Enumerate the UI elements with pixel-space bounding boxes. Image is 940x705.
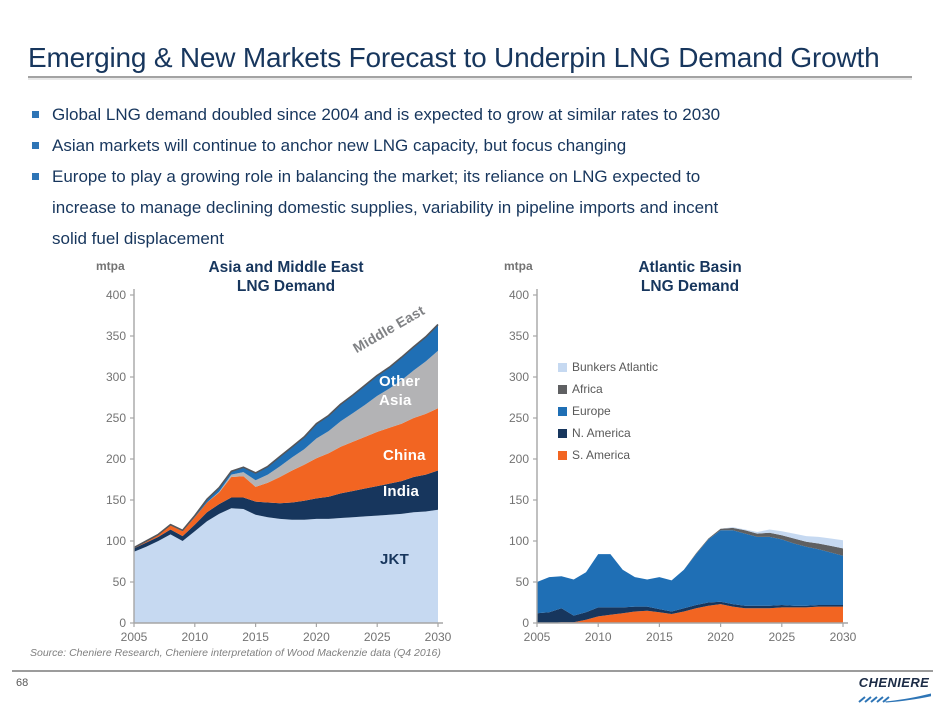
svg-text:150: 150 (106, 493, 126, 507)
svg-text:2010: 2010 (181, 630, 208, 644)
legend-swatch-icon (558, 406, 567, 416)
svg-text:2030: 2030 (830, 630, 857, 644)
right-chart-unit-label: mtpa (504, 259, 533, 273)
other-asia-area-label: Other Asia (379, 373, 421, 409)
svg-text:200: 200 (106, 452, 126, 466)
page-number: 68 (16, 677, 29, 689)
bullet-item: Asian markets will continue to anchor ne… (30, 130, 916, 161)
svg-text:400: 400 (106, 288, 126, 302)
svg-text:200: 200 (509, 452, 529, 466)
svg-text:300: 300 (106, 370, 126, 384)
legend-label: Africa (572, 382, 603, 396)
bullet-square-icon (32, 173, 39, 180)
svg-text:2025: 2025 (768, 630, 795, 644)
cheniere-swoosh-icon (858, 693, 931, 703)
legend-label: Europe (572, 404, 611, 418)
legend-swatch-icon (558, 450, 567, 460)
svg-text:2005: 2005 (524, 630, 551, 644)
svg-text:250: 250 (509, 411, 529, 425)
bullet-text: Global LNG demand doubled since 2004 and… (52, 105, 721, 124)
svg-text:50: 50 (516, 575, 530, 589)
svg-text:300: 300 (509, 370, 529, 384)
footer-divider (12, 670, 933, 672)
svg-text:2020: 2020 (303, 630, 330, 644)
svg-text:2015: 2015 (242, 630, 269, 644)
svg-text:2030: 2030 (425, 630, 452, 644)
atlantic-basin-legend: Bunkers Atlantic Africa Europe N. America S.… (558, 356, 658, 466)
svg-text:0: 0 (119, 616, 126, 630)
svg-text:100: 100 (509, 534, 529, 548)
legend-item: S. America (558, 444, 658, 466)
china-area-label: China (383, 447, 426, 464)
svg-text:250: 250 (106, 411, 126, 425)
india-area-label: India (383, 483, 420, 500)
bullet-square-icon (32, 142, 39, 149)
svg-text:2010: 2010 (585, 630, 612, 644)
atlantic-basin-chart: 0 50 100 150 200 250 300 350 400 2005 2010 2015 2020… (509, 288, 857, 644)
svg-text:2005: 2005 (121, 630, 148, 644)
legend-swatch-icon (558, 428, 567, 438)
legend-swatch-icon (558, 384, 567, 394)
bullet-text: Europe to play a growing role in balanci… (52, 167, 719, 248)
legend-label: S. America (572, 448, 631, 462)
svg-text:2025: 2025 (364, 630, 391, 644)
bullet-square-icon (32, 111, 39, 118)
legend-label: N. America (572, 426, 631, 440)
svg-text:100: 100 (106, 534, 126, 548)
bullet-text: Asian markets will continue to anchor ne… (52, 136, 627, 155)
source-note: Source: Cheniere Research, Cheniere inte… (30, 647, 441, 659)
svg-text:400: 400 (509, 288, 529, 302)
left-chart-title: Asia and Middle East LNG Demand (208, 259, 364, 295)
cheniere-logo: CHENIERE (855, 674, 933, 703)
page-title: Emerging & New Markets Forecast to Under… (28, 42, 880, 73)
svg-text:0: 0 (522, 616, 529, 630)
jkt-area-label: JKT (380, 551, 409, 568)
bullet-list: Global LNG demand doubled since 2004 and… (30, 99, 916, 254)
right-chart-title: Atlantic Basin LNG Demand (638, 259, 742, 295)
bullet-item: Global LNG demand doubled since 2004 and… (30, 99, 916, 130)
cheniere-logo-text: CHENIERE (858, 675, 930, 690)
legend-item: Bunkers Atlantic (558, 356, 658, 378)
left-chart-unit-label: mtpa (96, 259, 125, 273)
svg-text:2015: 2015 (646, 630, 673, 644)
title-divider (28, 76, 912, 80)
bullet-item: Europe to play a growing role in balanci… (30, 161, 916, 254)
legend-item: N. America (558, 422, 658, 444)
svg-text:2020: 2020 (707, 630, 734, 644)
legend-item: Europe (558, 400, 658, 422)
svg-text:150: 150 (509, 493, 529, 507)
legend-swatch-icon (558, 362, 567, 372)
svg-text:350: 350 (509, 329, 529, 343)
svg-text:50: 50 (113, 575, 127, 589)
legend-item: Africa (558, 378, 658, 400)
asia-middle-east-chart: 0 50 100 150 200 250 300 350 400 2005 2010 2015 2020… (106, 288, 452, 644)
svg-text:350: 350 (106, 329, 126, 343)
legend-label: Bunkers Atlantic (572, 360, 659, 374)
